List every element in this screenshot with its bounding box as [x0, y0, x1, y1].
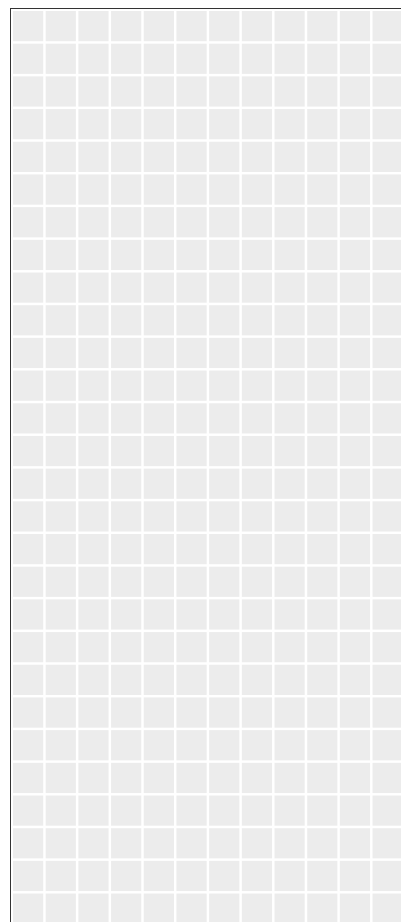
grid-frame: [10, 8, 401, 922]
cell-grid: [13, 11, 401, 922]
